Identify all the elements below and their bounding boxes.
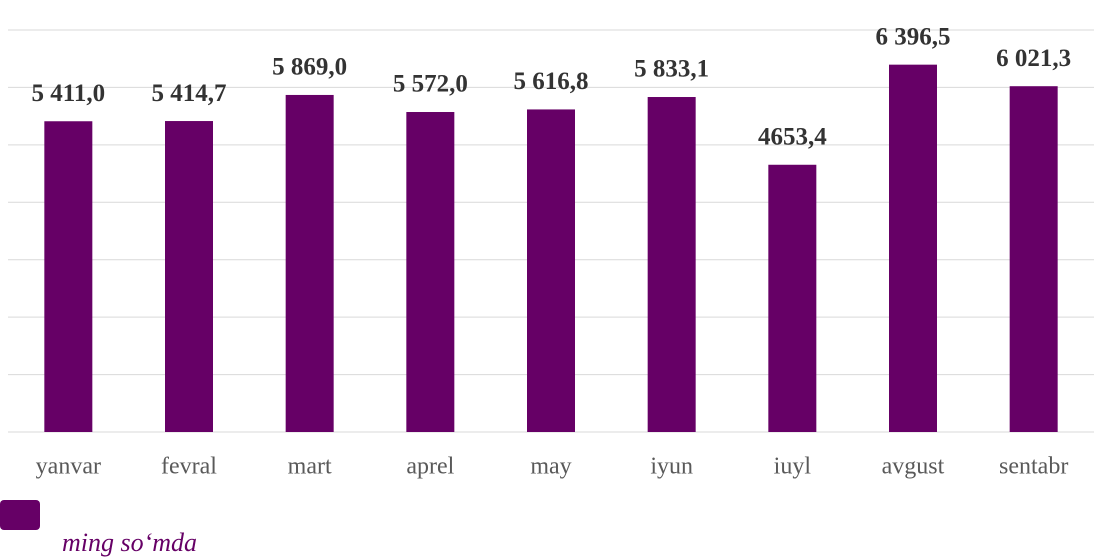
- value-label: 6 396,5: [876, 23, 951, 50]
- bar: [406, 112, 455, 433]
- x-tick-label: may: [530, 454, 571, 480]
- bar: [647, 97, 696, 432]
- value-label: 4653,4: [758, 123, 827, 150]
- legend-swatch: [0, 500, 40, 530]
- value-label: 5 616,8: [514, 68, 589, 95]
- legend-label: ming so‘mda: [62, 528, 197, 557]
- value-label: 5 414,7: [152, 80, 227, 107]
- x-tick-label: avgust: [882, 454, 945, 480]
- bar: [44, 121, 93, 432]
- bar: [768, 164, 817, 432]
- bar: [527, 109, 575, 432]
- x-tick-label: iuyl: [774, 454, 812, 480]
- x-tick-label: mart: [288, 454, 332, 480]
- value-label: 5 869,0: [272, 54, 347, 81]
- value-label: 5 833,1: [634, 56, 709, 83]
- x-tick-label: fevral: [161, 454, 217, 480]
- x-tick-label: sentabr: [999, 454, 1068, 480]
- bar: [1009, 86, 1058, 432]
- bar: [165, 121, 213, 433]
- x-tick-label: iyun: [650, 454, 693, 480]
- bar: [285, 94, 334, 432]
- value-label: 5 572,0: [393, 71, 468, 98]
- x-tick-label: yanvar: [36, 454, 101, 480]
- value-label: 6 021,3: [996, 45, 1071, 72]
- x-tick-label: aprel: [406, 454, 454, 480]
- bar: [889, 64, 937, 432]
- value-label: 5 411,0: [32, 80, 106, 107]
